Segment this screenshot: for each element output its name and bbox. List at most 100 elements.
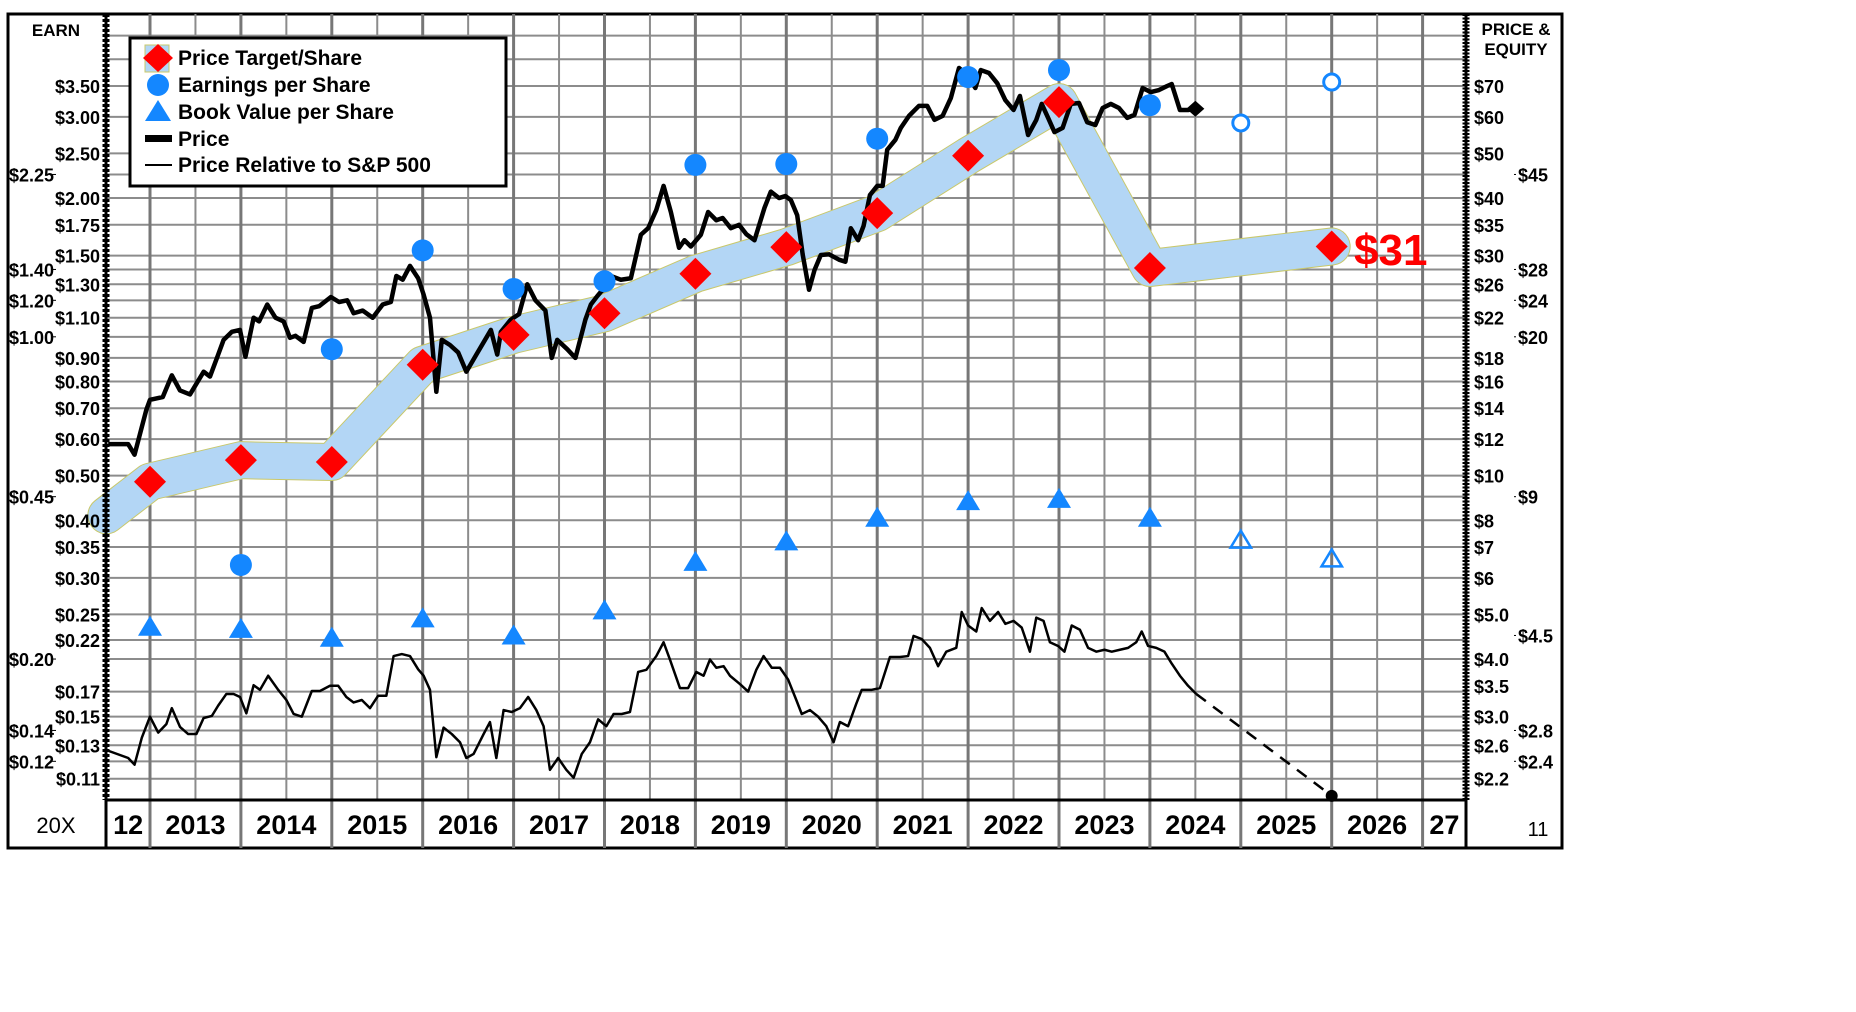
left-tick-label: $0.70 <box>55 399 100 419</box>
thick-line-icon <box>145 135 172 142</box>
left-tick-label: $0.50 <box>55 467 100 487</box>
price-target-point <box>224 444 257 477</box>
right-tick-label: $7 <box>1474 538 1494 558</box>
relative-line <box>107 606 1198 780</box>
year-label: 12 <box>113 810 143 840</box>
right-tick-label: $45 <box>1518 165 1548 185</box>
right-tick-label: $30 <box>1474 247 1504 267</box>
left-tick-label: $0.20 <box>9 650 54 670</box>
year-label: 2016 <box>438 810 498 840</box>
left-tick-label: $2.50 <box>55 144 100 164</box>
right-tick-label: $6 <box>1474 569 1494 589</box>
right-tick-label: $16 <box>1474 372 1504 392</box>
year-label: 2017 <box>529 810 589 840</box>
book-value-point <box>774 530 799 551</box>
book-value-estimate-point <box>1319 547 1345 568</box>
right-tick-label: $12 <box>1474 430 1504 450</box>
eps-point <box>1048 59 1070 82</box>
right-tick-label: $40 <box>1474 189 1504 209</box>
price-target-point <box>134 465 166 498</box>
year-label: 2026 <box>1347 810 1407 840</box>
book-value-point <box>138 615 162 636</box>
right-tick-label: $22 <box>1474 309 1504 329</box>
year-label: 2013 <box>165 810 225 840</box>
price-target-point <box>1315 230 1348 263</box>
price-last-point <box>1186 100 1205 117</box>
book-value-point <box>319 626 344 647</box>
right-tick-label: $3.5 <box>1474 677 1509 697</box>
right-tick-label: $20 <box>1518 328 1548 348</box>
left-tick-label: $1.40 <box>9 260 54 280</box>
left-tick-label: $1.75 <box>55 216 100 236</box>
right-axis-label-line2: EQUITY <box>1484 40 1548 59</box>
right-tick-label: $50 <box>1474 144 1504 164</box>
left-tick-label: $2.00 <box>55 189 100 209</box>
year-label: 2020 <box>802 810 862 840</box>
right-tick-label: $28 <box>1518 260 1548 280</box>
right-tick-label: $4.0 <box>1474 650 1509 670</box>
right-tick-label: $26 <box>1474 275 1504 295</box>
year-label: 2021 <box>893 810 953 840</box>
left-tick-label: $0.14 <box>9 721 54 741</box>
book-value-point <box>956 490 981 511</box>
right-tick-label: $35 <box>1474 216 1504 236</box>
price-target-point <box>952 139 985 172</box>
right-axis-label-line1: PRICE & <box>1482 20 1551 39</box>
book-value-point <box>1047 487 1071 508</box>
right-tick-label: $2.2 <box>1474 770 1509 790</box>
right-tick-label: $24 <box>1518 291 1548 311</box>
right-tick-label: $5.0 <box>1474 605 1509 625</box>
left-tick-label: $0.40 <box>55 511 100 531</box>
legend-label-book-value: Book Value per Share <box>178 101 394 124</box>
eps-point <box>411 239 434 262</box>
price-target-point <box>770 231 803 264</box>
price-target-point <box>497 318 530 351</box>
left-tick-label: $0.11 <box>56 770 100 790</box>
legend-label-eps: Earnings per Share <box>178 74 371 97</box>
right-tick-label: $8 <box>1474 511 1494 531</box>
right-tick-label: $2.6 <box>1474 736 1509 756</box>
left-tick-label: $1.50 <box>55 247 100 267</box>
year-label: 2019 <box>711 810 771 840</box>
thin-line-icon <box>145 164 172 166</box>
price-target-point <box>588 297 621 330</box>
left-axis-label: EARN <box>32 21 80 40</box>
year-label: 2015 <box>347 810 407 840</box>
legend-box <box>128 36 508 188</box>
eps-point <box>684 153 707 176</box>
year-label: 2014 <box>256 810 316 840</box>
legend-label-target: Price Target/Share <box>178 47 362 70</box>
price-target-point <box>861 197 894 230</box>
year-label: 2018 <box>620 810 680 840</box>
year-label: 2024 <box>1165 810 1225 840</box>
price-line <box>108 65 1196 457</box>
book-value-point <box>501 624 526 645</box>
left-tick-label: $0.25 <box>55 605 100 625</box>
eps-point <box>502 277 525 300</box>
book-value-point <box>1137 506 1162 527</box>
left-tick-label: $0.90 <box>55 349 100 369</box>
legend-label-relative: Price Relative to S&P 500 <box>178 154 431 177</box>
price-target-label: $31 <box>1354 226 1427 275</box>
right-tick-label: $9 <box>1518 488 1538 508</box>
left-tick-label: $1.30 <box>55 275 100 295</box>
left-tick-label: $0.30 <box>55 569 100 589</box>
left-tick-label: $3.00 <box>55 108 100 128</box>
left-tick-label: $0.60 <box>55 430 100 450</box>
circle-icon <box>147 74 169 96</box>
page-number: 11 <box>1528 819 1549 841</box>
right-tick-label: $10 <box>1474 467 1504 487</box>
book-value-estimate-point <box>1228 528 1254 549</box>
grid <box>106 14 1466 848</box>
right-tick-label: $70 <box>1474 77 1504 97</box>
diamond-icon <box>143 44 173 72</box>
book-value-point <box>683 550 708 571</box>
right-tick-label: $60 <box>1474 108 1504 128</box>
legend-label-price: Price <box>178 128 229 151</box>
price-target-point <box>406 348 439 381</box>
price-target-point <box>679 257 712 290</box>
eps-point <box>957 66 980 89</box>
left-tick-label: $1.00 <box>9 328 54 348</box>
right-tick-label: $2.4 <box>1518 752 1553 772</box>
eps-point <box>320 338 343 361</box>
